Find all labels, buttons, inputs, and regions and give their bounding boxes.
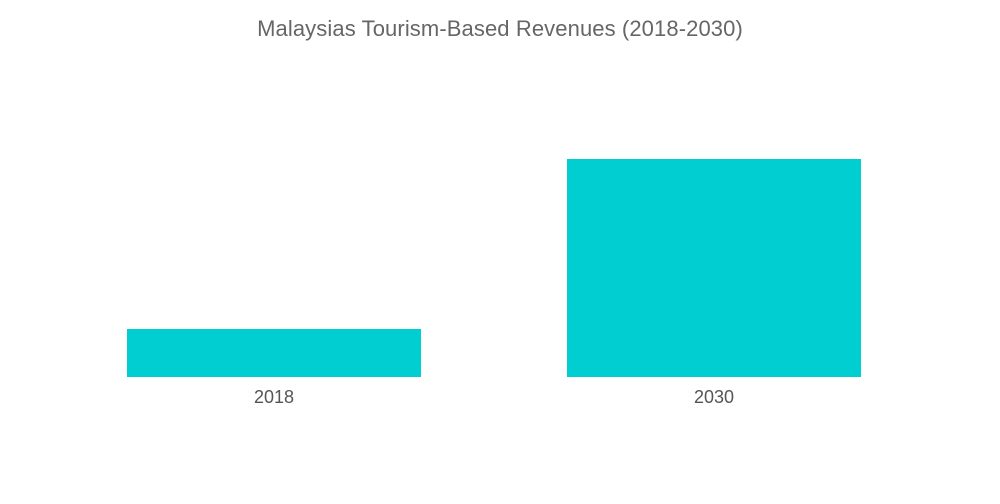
bar-2018 <box>127 329 421 377</box>
bars-layer <box>127 159 861 377</box>
bar-2030 <box>567 159 861 377</box>
x-tick-label-2030: 2030 <box>694 387 734 407</box>
chart-title: Malaysias Tourism-Based Revenues (2018-2… <box>257 16 743 41</box>
x-tick-label-2018: 2018 <box>254 387 294 407</box>
tick-labels-layer: 2018 2030 <box>254 387 734 407</box>
